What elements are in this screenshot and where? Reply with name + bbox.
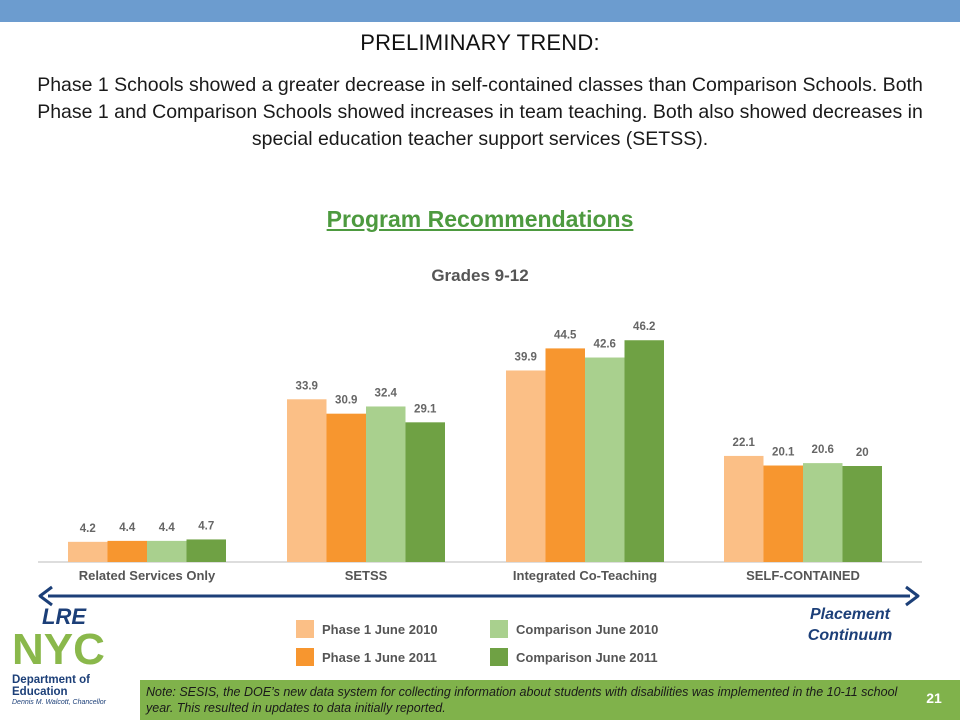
legend-item-phase1-2010: Phase 1 June 2010 xyxy=(296,620,438,638)
legend-swatch xyxy=(296,648,314,666)
footnote: Note: SESIS, the DOE’s new data system f… xyxy=(146,685,898,715)
category-label: Integrated Co-Teaching xyxy=(513,568,657,583)
logo-department-line2: Education xyxy=(12,686,68,698)
logo-department-line1: Department of xyxy=(12,674,90,686)
placement-continuum-label: Placement Continuum xyxy=(807,606,893,644)
bar-comparison-june-2011-setss xyxy=(405,422,445,562)
placement-continuum-arrow xyxy=(38,585,920,607)
nyc-doe-logo: N Y C Department of Education Dennis M. … xyxy=(12,628,132,707)
data-label: 29.1 xyxy=(414,403,437,415)
bar-phase-1-june-2011-related-services-only xyxy=(107,540,147,562)
bar-phase-1-june-2011-setss xyxy=(326,413,366,562)
top-accent-bar xyxy=(0,0,960,22)
bar-phase-1-june-2010-integrated-co-teaching xyxy=(506,370,546,562)
logo-letter-y: Y xyxy=(43,625,73,674)
data-label: 46.2 xyxy=(633,321,655,333)
lre-label: LRE xyxy=(42,604,86,629)
category-label: SETSS xyxy=(345,568,388,583)
bar-comparison-june-2010-self-contained xyxy=(803,463,843,562)
nyc-wordmark: N Y C xyxy=(12,628,132,672)
legend-item-comparison-2011: Comparison June 2011 xyxy=(490,648,658,666)
category-label: SELF-CONTAINED xyxy=(746,568,860,583)
bar-phase-1-june-2010-related-services-only xyxy=(68,541,108,562)
data-label: 4.7 xyxy=(198,520,214,532)
page-number: 21 xyxy=(926,690,942,706)
legend-label: Comparison June 2011 xyxy=(516,649,658,665)
bars-layer: 4.2 4.4 4.4 4.7 33.9 30.9 32.4 29.1 39.9 44.5 42.6… xyxy=(68,321,882,562)
data-label: 42.6 xyxy=(594,339,616,351)
bar-phase-1-june-2010-setss xyxy=(287,399,327,562)
bar-phase-1-june-2011-integrated-co-teaching xyxy=(545,348,585,562)
bar-comparison-june-2011-integrated-co-teaching xyxy=(624,340,664,562)
data-label: 4.2 xyxy=(80,523,96,535)
bar-phase-1-june-2011-self-contained xyxy=(763,465,803,562)
logo-letter-c: C xyxy=(73,625,105,674)
data-label: 44.5 xyxy=(554,329,577,341)
data-label: 22.1 xyxy=(733,437,756,449)
right-arrowhead xyxy=(905,585,920,607)
legend-swatch xyxy=(296,620,314,638)
bar-comparison-june-2010-integrated-co-teaching xyxy=(585,357,625,562)
bar-comparison-june-2010-related-services-only xyxy=(147,540,187,562)
data-label: 4.4 xyxy=(119,522,136,534)
data-label: 39.9 xyxy=(515,351,537,363)
left-arrowhead xyxy=(38,585,53,607)
legend-label: Comparison June 2010 xyxy=(516,621,659,637)
section-title: Program Recommendations xyxy=(326,206,634,232)
data-label: 20 xyxy=(856,447,869,459)
legend-item-phase1-2011: Phase 1 June 2011 xyxy=(296,648,437,666)
legend-swatch xyxy=(490,620,508,638)
bar-phase-1-june-2010-self-contained xyxy=(724,455,764,562)
chart-title: Grades 9-12 xyxy=(431,266,528,285)
bar-chart: Grades 9-12 4.2 4.4 4.4 4.7 33.9 30.9 32.4 29.1… xyxy=(38,266,922,607)
data-label: 20.6 xyxy=(812,444,834,456)
category-label: Related Services Only xyxy=(79,568,216,583)
bar-comparison-june-2011-self-contained xyxy=(842,466,882,562)
logo-letter-n: N xyxy=(12,625,44,674)
legend-label: Phase 1 June 2011 xyxy=(322,649,437,665)
data-label: 30.9 xyxy=(335,395,357,407)
bar-comparison-june-2010-setss xyxy=(366,406,406,562)
data-label: 32.4 xyxy=(375,387,398,399)
data-label: 33.9 xyxy=(296,380,318,392)
slide-heading: PRELIMINARY TREND: xyxy=(360,30,600,55)
legend-item-comparison-2010: Comparison June 2010 xyxy=(490,620,658,638)
data-label: 20.1 xyxy=(772,447,795,459)
bar-comparison-june-2011-related-services-only xyxy=(186,539,226,562)
legend-swatch xyxy=(490,648,508,666)
footer-bar xyxy=(140,680,960,720)
legend-label: Phase 1 June 2010 xyxy=(322,621,438,637)
trend-summary: Phase 1 Schools showed a greater decreas… xyxy=(37,74,923,150)
logo-chancellor: Dennis M. Walcott, Chancellor xyxy=(12,699,107,706)
data-label: 4.4 xyxy=(159,522,176,534)
category-labels: Related Services Only SETSS Integrated Co-… xyxy=(79,568,860,583)
